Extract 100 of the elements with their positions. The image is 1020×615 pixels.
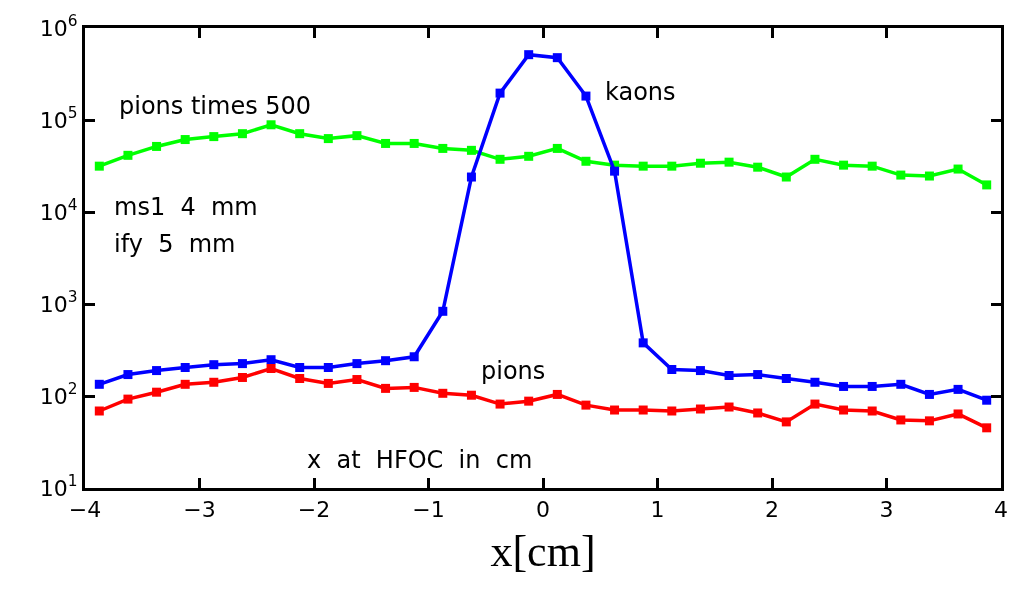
point — [94, 406, 104, 416]
x-tick-label: 3 — [879, 497, 894, 523]
point — [924, 416, 934, 426]
series-label: kaons — [605, 78, 676, 106]
point — [295, 129, 305, 139]
x-tick-label: 4 — [994, 497, 1008, 523]
point — [352, 375, 362, 385]
point — [839, 381, 849, 391]
point — [295, 373, 305, 383]
point — [94, 161, 104, 171]
point — [495, 399, 505, 409]
point — [610, 166, 620, 176]
point — [552, 53, 562, 63]
point — [123, 150, 133, 160]
y-tick-label: 10$^{4}$ — [39, 196, 78, 225]
point — [867, 381, 877, 391]
point — [695, 158, 705, 168]
y-tick-label: 10$^{3}$ — [39, 288, 78, 317]
point — [982, 180, 992, 190]
series-label: pions — [481, 357, 546, 385]
point — [753, 162, 763, 172]
point — [352, 131, 362, 141]
point — [781, 373, 791, 383]
point — [581, 91, 591, 101]
point — [237, 359, 247, 369]
point — [323, 378, 333, 388]
point — [667, 406, 677, 416]
point — [466, 172, 476, 182]
point — [266, 364, 276, 374]
point — [209, 132, 219, 142]
point — [466, 145, 476, 155]
point — [924, 389, 934, 399]
point — [409, 382, 419, 392]
point — [753, 370, 763, 380]
point — [552, 389, 562, 399]
point — [123, 370, 133, 380]
point — [867, 161, 877, 171]
point — [581, 156, 591, 166]
point — [524, 396, 534, 406]
x-tick-label: −2 — [297, 497, 331, 523]
point — [209, 377, 219, 387]
point — [123, 394, 133, 404]
y-tick-label: 10$^{6}$ — [39, 12, 78, 41]
point — [180, 379, 190, 389]
x-tick-label: −1 — [412, 497, 445, 523]
point — [638, 405, 648, 415]
point — [552, 143, 562, 153]
point — [524, 50, 534, 60]
series-label: pions times 500 — [119, 92, 312, 120]
y-tick-label: 10$^{5}$ — [39, 104, 78, 133]
point — [610, 405, 620, 415]
point — [724, 402, 734, 412]
point — [323, 134, 333, 144]
x-tick-label: 0 — [536, 497, 550, 523]
point — [839, 160, 849, 170]
point — [638, 161, 648, 171]
annotation: x at HFOC in cm — [307, 446, 533, 474]
point — [953, 164, 963, 174]
point — [180, 363, 190, 373]
point — [724, 371, 734, 381]
point — [896, 379, 906, 389]
point — [781, 417, 791, 427]
annotation: ms1 4 mm — [114, 193, 258, 221]
point — [466, 390, 476, 400]
point — [581, 400, 591, 410]
point — [667, 365, 677, 375]
point — [323, 363, 333, 373]
point — [753, 408, 763, 418]
point — [810, 399, 820, 409]
point — [409, 352, 419, 362]
point — [695, 404, 705, 414]
point — [438, 306, 448, 316]
x-tick-label: 2 — [765, 497, 779, 523]
point — [810, 154, 820, 164]
point — [953, 384, 963, 394]
point — [724, 157, 734, 167]
point — [867, 406, 877, 416]
point — [982, 395, 992, 405]
point — [495, 154, 505, 164]
point — [295, 363, 305, 373]
x-tick-label: −3 — [183, 497, 216, 523]
point — [495, 88, 505, 98]
point — [839, 405, 849, 415]
point — [896, 415, 906, 425]
point — [237, 372, 247, 382]
x-tick-label: 1 — [650, 497, 665, 523]
point — [381, 383, 391, 393]
point — [524, 151, 534, 161]
point — [982, 423, 992, 433]
point — [810, 377, 820, 387]
point — [896, 170, 906, 180]
annotation: ify 5 mm — [114, 230, 236, 258]
point — [409, 138, 419, 148]
point — [438, 388, 448, 398]
y-tick-label: 10$^{2}$ — [39, 380, 78, 409]
point — [953, 409, 963, 419]
point — [152, 141, 162, 151]
point — [152, 366, 162, 376]
point — [266, 120, 276, 130]
point — [237, 129, 247, 139]
